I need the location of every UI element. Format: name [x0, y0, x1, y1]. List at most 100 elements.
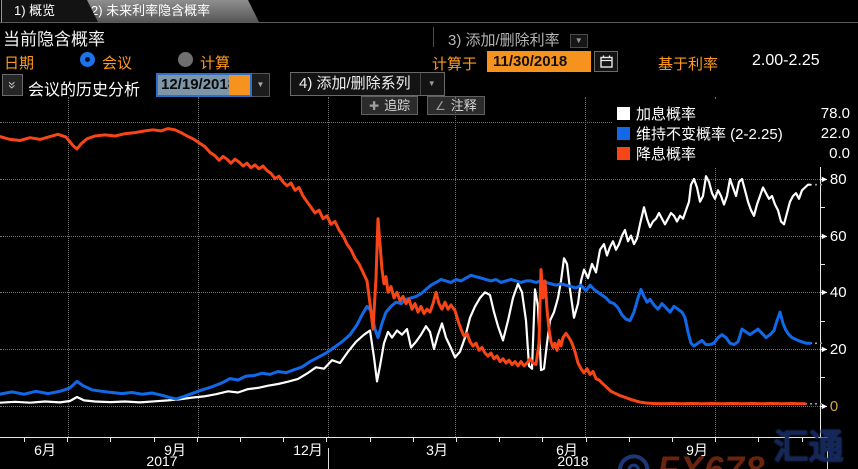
x-axis-tick	[197, 438, 198, 442]
x-axis-line	[0, 437, 828, 438]
v-gridline	[585, 97, 586, 437]
x-axis-tick	[67, 438, 68, 442]
collapse-button[interactable]: »	[2, 74, 23, 96]
x-axis-tick	[672, 438, 673, 442]
add-remove-rates-label: 3) 添加/删除利率	[448, 32, 560, 49]
x-axis-tick	[154, 438, 155, 442]
panel-divider	[433, 27, 434, 47]
annotate-icon: ∠	[435, 99, 446, 113]
y-tick-text: 0	[829, 397, 839, 415]
x-axis-month-label: 3月	[426, 442, 448, 458]
legend-item-unchanged[interactable]: 维持不变概率 (2-2.25) 22.0	[617, 123, 850, 143]
crosshair-icon: ✚	[369, 99, 380, 113]
series-line-1	[0, 273, 812, 401]
add-remove-rates-button[interactable]: 3) 添加/删除利率 ▼	[448, 29, 588, 50]
axis-arrow-icon: ►	[820, 174, 829, 185]
history-date-value: 12/19/2018	[161, 76, 237, 93]
x-axis-tick	[370, 438, 371, 442]
tab-future-implied-prob[interactable]: 2) 未来利率隐含概率	[79, 0, 259, 22]
axis-arrow-icon: ►	[820, 343, 829, 354]
h-gridline	[0, 235, 820, 237]
legend-item-hike[interactable]: 加息概率 78.0	[617, 103, 850, 123]
y-axis-major-tick	[821, 292, 827, 294]
based-on-rate-label: 基于利率	[658, 56, 719, 73]
chart-legend: 加息概率 78.0 维持不变概率 (2-2.25) 22.0 降息概率 0.0	[612, 100, 855, 167]
v-gridline	[198, 97, 199, 437]
h-gridline	[0, 179, 820, 181]
double-chevron-icon: »	[4, 81, 21, 89]
x-axis-tick	[629, 438, 630, 442]
legend-value: 78.0	[820, 104, 850, 122]
y-axis-label: ►40	[820, 283, 847, 302]
y-axis-minor-tick	[821, 377, 825, 379]
radio-calc[interactable]	[178, 52, 193, 67]
track-button[interactable]: ✚ 追踪	[361, 96, 419, 115]
calendar-button[interactable]	[594, 51, 618, 72]
tab-strip-underline	[0, 22, 858, 23]
add-remove-series-button[interactable]: 4) 添加/删除系列 ▼	[290, 72, 445, 96]
radio-meeting[interactable]	[80, 52, 95, 67]
chevron-down-icon[interactable]: ▼	[419, 73, 436, 95]
x-axis-tick	[586, 438, 587, 442]
y-axis-label: ►80	[820, 170, 847, 189]
series-line-0	[0, 175, 812, 404]
x-axis-tick	[715, 438, 716, 442]
x-axis-tick	[240, 438, 241, 442]
legend-label: 加息概率	[636, 105, 697, 123]
x-axis-year-label: 2018	[557, 453, 589, 469]
h-gridline	[0, 405, 820, 407]
x-axis-tick	[758, 438, 759, 442]
v-gridline	[328, 97, 329, 437]
x-axis-tick	[802, 438, 803, 442]
calc-at-label: 计算于	[432, 56, 478, 73]
h-gridline	[0, 122, 820, 124]
year-separator-line	[328, 448, 329, 469]
y-axis-line	[820, 111, 821, 437]
cut-series-swatch	[617, 146, 630, 160]
history-date-field[interactable]: 12/19/2018	[156, 73, 252, 97]
v-gridline	[68, 97, 69, 437]
x-axis-month-label: 9月	[686, 442, 708, 458]
year-separator-line	[827, 448, 828, 469]
y-axis-minor-tick	[821, 320, 825, 322]
hike-series-swatch	[617, 106, 630, 120]
radio-calc-label[interactable]: 计算	[200, 55, 231, 72]
unchanged-series-swatch	[617, 126, 630, 140]
y-axis-major-tick	[821, 179, 827, 181]
chevron-down-icon[interactable]: ▼	[569, 34, 588, 48]
y-axis-major-tick	[821, 405, 827, 407]
page-title: 当前隐含概率	[3, 30, 105, 49]
y-axis-major-tick	[821, 348, 827, 350]
legend-label: 维持不变概率 (2-2.25)	[636, 125, 783, 143]
x-axis-tick	[326, 438, 327, 442]
calendar-icon	[599, 55, 613, 68]
radio-meeting-label[interactable]: 会议	[102, 55, 133, 72]
x-axis-year-label: 2017	[146, 453, 178, 469]
y-axis-label: ►60	[820, 227, 847, 246]
y-axis-minor-tick	[821, 207, 825, 209]
history-date-combo[interactable]: 12/19/2018 ▼	[156, 73, 270, 97]
tab-overview[interactable]: 1) 概览	[2, 0, 98, 22]
x-axis-tick	[110, 438, 111, 442]
fx678-logo-icon	[618, 454, 650, 469]
axis-arrow-icon: ►	[820, 287, 829, 298]
legend-label: 降息概率	[636, 145, 697, 163]
history-date-dropdown-button[interactable]: ▼	[252, 73, 270, 97]
x-axis-month-label: 6月	[34, 442, 56, 458]
x-axis-month-label: 9月	[164, 442, 186, 458]
x-axis-tick	[542, 438, 543, 442]
calc-at-date-field[interactable]: 11/30/2018	[487, 51, 591, 72]
y-axis-label: ►20	[820, 340, 847, 359]
h-gridline	[0, 292, 820, 294]
watermark: FX678 汇通网	[616, 419, 858, 469]
y-axis-minor-tick	[821, 263, 825, 265]
x-axis-tick	[283, 438, 284, 442]
x-axis-tick	[413, 438, 414, 442]
annotate-label: 注释	[450, 98, 477, 113]
history-analysis-label: 会议的历史分析	[28, 82, 141, 99]
legend-item-cut[interactable]: 降息概率 0.0	[617, 143, 850, 163]
y-tick-text: 60	[829, 227, 847, 245]
y-axis-label: ►0	[820, 397, 838, 416]
x-axis-tick	[24, 438, 25, 442]
